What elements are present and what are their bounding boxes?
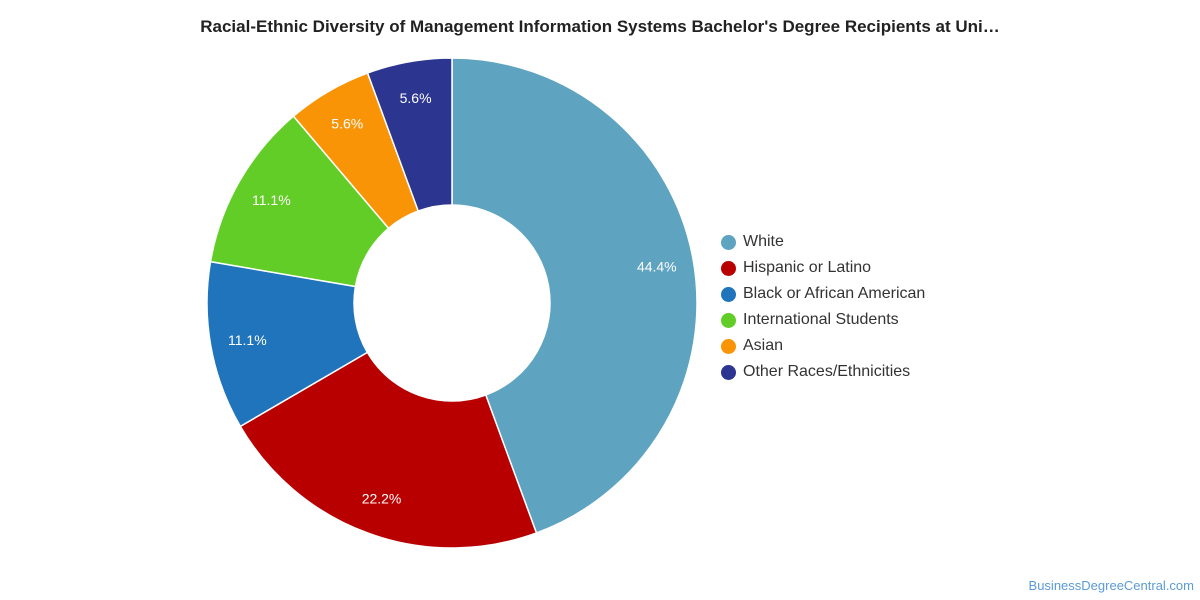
legend-label: Black or African American [743,285,926,302]
legend-item-black-or-african-american[interactable]: Black or African American [721,281,925,307]
legend-marker-icon [721,234,736,250]
slice-other-races-ethnicities[interactable] [366,57,453,212]
data-label-asian: 5.6% [331,115,363,131]
legend-item-other-races-ethnicities[interactable]: Other Races/Ethnicities [721,359,925,385]
legend-item-asian[interactable]: Asian [721,333,925,359]
slice-black-or-african-american[interactable] [206,260,369,428]
legend-label: Other Races/Ethnicities [743,363,911,380]
legend-marker-icon [721,364,736,380]
slice-international-students[interactable] [209,115,390,288]
data-label-black-or-african-american: 11.1% [228,332,267,348]
legend-label: Hispanic or Latino [743,259,872,276]
source-credit-link[interactable]: BusinessDegreeCentral.com [1028,578,1194,593]
legend-label: Asian [743,337,784,354]
legend-item-hispanic-or-latino[interactable]: Hispanic or Latino [721,255,925,281]
slice-hispanic-or-latino[interactable] [239,351,538,549]
legend-label: International Students [743,311,899,328]
legend-marker-icon [721,312,736,328]
chart-legend: White Hispanic or Latino Black or African … [721,229,925,385]
legend-marker-icon [721,286,736,302]
legend-label: White [743,233,784,250]
data-labels-group: 44.4% 22.2% 11.1% 11.1% 5.6% 5.6% [228,90,677,506]
chart-title: Racial-Ethnic Diversity of Management In… [200,17,1000,36]
data-label-other-races-ethnicities: 5.6% [400,90,432,106]
data-label-white: 44.4% [637,259,677,275]
data-label-hispanic-or-latino: 22.2% [362,491,402,507]
legend-item-white[interactable]: White [721,229,925,255]
legend-item-international-students[interactable]: International Students [721,307,925,333]
slice-white[interactable] [451,57,698,534]
data-label-international-students: 11.1% [252,192,291,208]
legend-marker-icon [721,260,736,276]
slices-group [206,57,698,549]
legend-marker-icon [721,338,736,354]
